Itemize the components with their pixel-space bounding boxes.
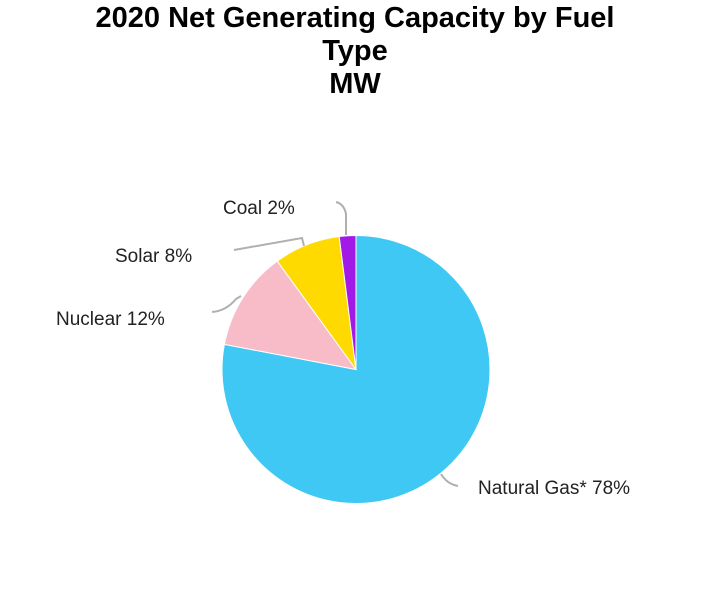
chart-title: 2020 Net Generating Capacity by Fuel Typ… — [0, 2, 710, 101]
label-coal: Coal 2% — [223, 198, 295, 219]
leader-line-natural-gas — [440, 473, 459, 487]
chart-title-line-3: MW — [329, 68, 381, 100]
leader-line-solar — [233, 236, 305, 251]
leader-line-coal — [335, 201, 347, 235]
leader-line-nuclear — [211, 295, 242, 313]
chart-title-line-1: 2020 Net Generating Capacity by Fuel — [95, 2, 615, 34]
chart-title-line-2: Type — [322, 35, 388, 67]
label-nuclear: Nuclear 12% — [56, 309, 165, 330]
pie-slice-nuclear — [223, 260, 358, 371]
label-solar: Solar 8% — [115, 246, 192, 267]
leader-lines — [211, 201, 459, 487]
pie-slices — [221, 234, 491, 504]
pie-slice-coal — [338, 234, 357, 370]
label-natural-gas: Natural Gas* 78% — [478, 478, 630, 499]
